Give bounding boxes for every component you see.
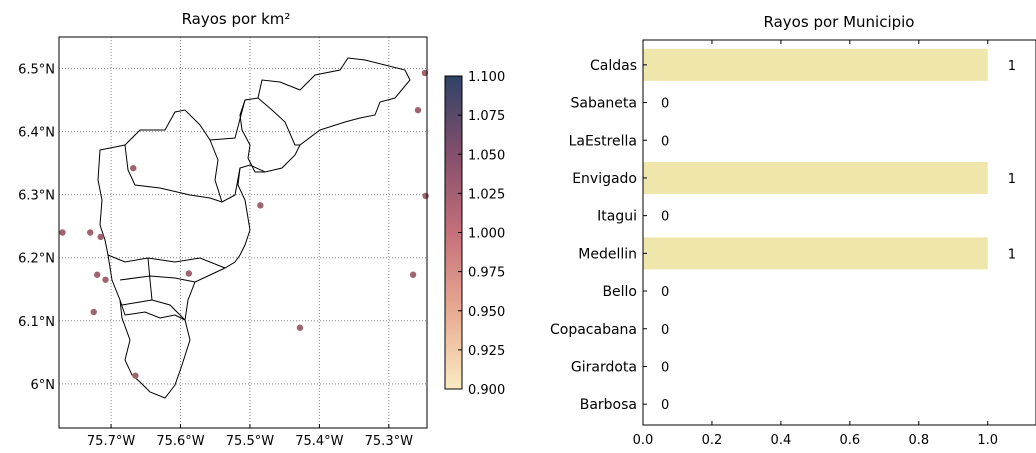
map-y-tick-label: 6.5°N [18, 63, 55, 78]
bar [643, 48, 988, 81]
colorbar-tick-label: 0.925 [468, 344, 505, 359]
map-x-tick-label: 75.5°W [226, 434, 274, 449]
map-y-tick-label: 6.3°N [18, 189, 55, 204]
map-plot-area [59, 37, 427, 428]
bar-x-tick-label: 1.0 [977, 433, 998, 448]
bar-category-label: Envigado [572, 171, 637, 187]
bar-category-label: Girardota [571, 359, 637, 375]
bar-category-label: Bello [602, 284, 637, 300]
bar-value-label: 0 [661, 97, 669, 112]
lightning-point [185, 270, 193, 277]
map-x-tick-label: 75.3°W [365, 434, 413, 449]
boundary-sabaneta [119, 299, 186, 321]
lightning-point [130, 164, 137, 172]
bar-panel: Rayos por Municipio Caldas Sabaneta LaEstr… [550, 13, 1036, 448]
bar-value-label: 1 [1008, 247, 1016, 262]
bar-x-tick-label: 0.4 [771, 433, 792, 448]
boundary-north-west [124, 144, 223, 203]
colorbar-tick-label: 1.075 [468, 109, 505, 124]
lightning-point [90, 308, 97, 316]
colorbar-tick-label: 0.900 [468, 383, 505, 398]
lightning-point [97, 233, 104, 241]
metro-area-outline [97, 57, 411, 399]
bar-value-label: 0 [661, 360, 669, 375]
boundary-north-east [239, 99, 265, 173]
map-y-ticks: 6°N 6.1°N 6.2°N 6.3°N 6.4°N 6.5°N [18, 63, 55, 393]
bar-category-label: Medellin [578, 246, 637, 262]
municipality-boundaries [97, 57, 411, 399]
map-x-ticks: 75.7°W 75.6°W 75.5°W 75.4°W 75.3°W [87, 424, 413, 449]
bar-value-label: 0 [661, 285, 669, 300]
bar-category-label: LaEstrella [569, 133, 637, 149]
boundary-north-center [209, 139, 241, 203]
bar-value-label: 1 [1008, 172, 1016, 187]
map-frame [58, 36, 428, 429]
boundary-bello [107, 254, 226, 269]
bar-x-tick-label: 0.6 [839, 433, 860, 448]
boundary-envigado [121, 299, 153, 306]
colorbar-tick-label: 0.950 [468, 305, 505, 320]
map-y-tick-label: 6.4°N [18, 126, 55, 141]
colorbar-ticks: 0.900 0.925 0.950 0.975 1.000 1.025 1.050 1.075… [458, 70, 505, 398]
lightning-point [132, 372, 139, 379]
lightning-point [409, 271, 417, 278]
colorbar-tick-label: 1.000 [468, 227, 505, 242]
map-x-tick-label: 75.4°W [295, 434, 343, 449]
bar-value-label: 0 [661, 323, 669, 338]
lightning-point [87, 229, 94, 236]
lightning-point [93, 271, 101, 278]
lightning-point [422, 192, 429, 200]
lightning-point [296, 324, 304, 331]
boundary-east-block [257, 97, 300, 146]
colorbar-tick-label: 1.025 [468, 187, 505, 202]
bar-chart-title: Rayos por Municipio [764, 13, 915, 31]
bar-value-label: 0 [661, 398, 669, 413]
map-y-tick-label: 6°N [31, 378, 56, 393]
bar-plot-frame [642, 39, 1036, 426]
lightning-point [414, 106, 422, 114]
bar-category-label: Itagui [597, 209, 637, 225]
colorbar-tick-label: 0.975 [468, 266, 505, 281]
map-x-tick-label: 75.6°W [156, 434, 204, 449]
bar-value-labels: 1 0 0 1 0 1 0 0 0 0 [661, 59, 1016, 413]
colorbar-tick-label: 1.100 [468, 70, 505, 85]
bar-category-label: Sabaneta [571, 96, 638, 112]
bars [643, 48, 988, 270]
lightning-point [257, 202, 264, 209]
bar-category-label: Copacabana [550, 322, 637, 338]
bar-value-label: 0 [661, 210, 669, 225]
bar-x-ticks: 0.0 0.2 0.4 0.6 0.8 1.0 [633, 40, 998, 448]
bar-category-label: Barbosa [580, 397, 637, 413]
map-panel: Rayos por km² 75.7°W 75.6°W 75.5°W 75.4°W 75… [18, 10, 505, 449]
bar-value-label: 0 [661, 134, 669, 149]
bar-x-tick-label: 0.0 [633, 433, 654, 448]
bar-category-label: Caldas [590, 58, 637, 74]
boundary-medellin [119, 275, 196, 283]
map-y-tick-label: 6.1°N [18, 315, 55, 330]
lightning-point [102, 276, 109, 283]
map-title: Rayos por km² [182, 10, 291, 28]
bar-value-label: 1 [1008, 59, 1016, 74]
colorbar-tick-label: 1.050 [468, 148, 505, 163]
bar-category-labels: Caldas Sabaneta LaEstrella Envigado Itagui Me… [550, 58, 647, 413]
bar [643, 161, 988, 194]
bar [643, 237, 988, 270]
bar-x-tick-label: 0.2 [702, 433, 723, 448]
map-y-tick-label: 6.2°N [18, 252, 55, 267]
lightning-point [59, 229, 66, 236]
bar-x-tick-label: 0.8 [908, 433, 929, 448]
map-x-tick-label: 75.7°W [87, 434, 135, 449]
